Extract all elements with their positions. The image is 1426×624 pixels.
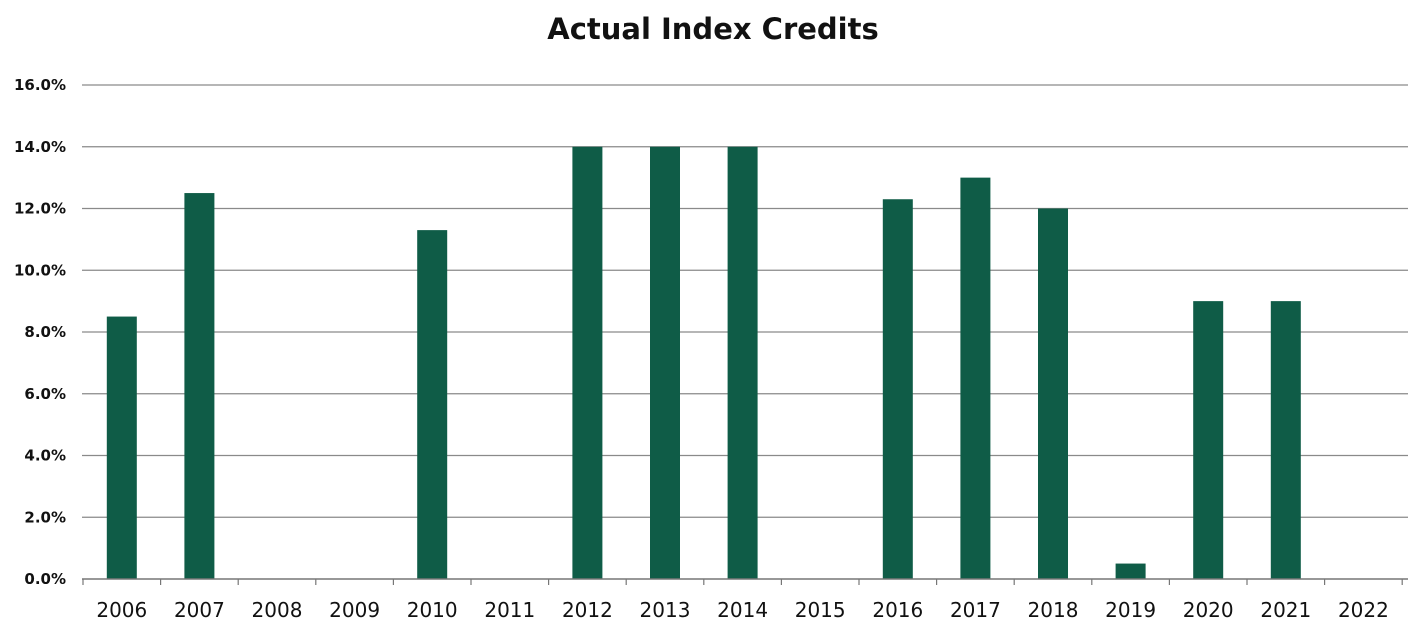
bar-2021: [1270, 301, 1301, 579]
x-tick-label: 2015: [795, 598, 846, 622]
y-tick-label: 8.0%: [24, 323, 66, 341]
x-tick-label: 2014: [717, 598, 768, 622]
x-axis: [82, 578, 1408, 585]
bar-2018: [1038, 208, 1068, 579]
bar-2020: [1193, 301, 1224, 579]
x-tick-label: 2017: [950, 598, 1001, 622]
y-tick-label: 0.0%: [24, 570, 66, 588]
x-tick-label: 2009: [329, 598, 380, 622]
y-tick-label: 12.0%: [14, 200, 66, 218]
bar-2016: [882, 199, 913, 580]
bar-2012: [572, 146, 603, 579]
y-tick-label: 16.0%: [14, 76, 66, 94]
bar-2010: [417, 230, 448, 580]
bars: [106, 146, 1301, 580]
x-tick-labels: 2006 2007 2008 2009 2010 2011 2012 2013 2014 2015…: [96, 598, 1389, 622]
x-tick-label: 2013: [640, 598, 691, 622]
x-tick-label: 2020: [1183, 598, 1234, 622]
x-tick-label: 2011: [484, 598, 535, 622]
y-tick-labels: 0.0% 2.0% 4.0% 6.0% 8.0% 10.0% 12.0% 14.0% 16.0%: [14, 76, 66, 588]
x-tick-label: 2006: [96, 598, 147, 622]
y-tick-label: 6.0%: [24, 385, 66, 403]
y-tick-label: 10.0%: [14, 261, 66, 279]
x-tick-label: 2012: [562, 598, 613, 622]
bar-2007: [184, 193, 215, 579]
x-tick-label: 2018: [1028, 598, 1079, 622]
bar-2006: [106, 316, 137, 579]
x-tick-label: 2019: [1105, 598, 1156, 622]
x-tick-label: 2008: [252, 598, 303, 622]
y-tick-label: 2.0%: [24, 508, 66, 526]
bar-2019: [1115, 563, 1146, 579]
y-tick-label: 14.0%: [14, 138, 66, 156]
x-tick-label: 2021: [1260, 598, 1311, 622]
x-tick-label: 2022: [1338, 598, 1389, 622]
y-tick-label: 4.0%: [24, 447, 66, 465]
bar-2013: [650, 146, 680, 579]
x-tick-label: 2016: [872, 598, 923, 622]
bar-2017: [960, 177, 991, 579]
chart-title: Actual Index Credits: [547, 12, 879, 46]
bar-2014: [727, 146, 758, 579]
x-tick-label: 2007: [174, 598, 225, 622]
x-tick-label: 2010: [407, 598, 458, 622]
